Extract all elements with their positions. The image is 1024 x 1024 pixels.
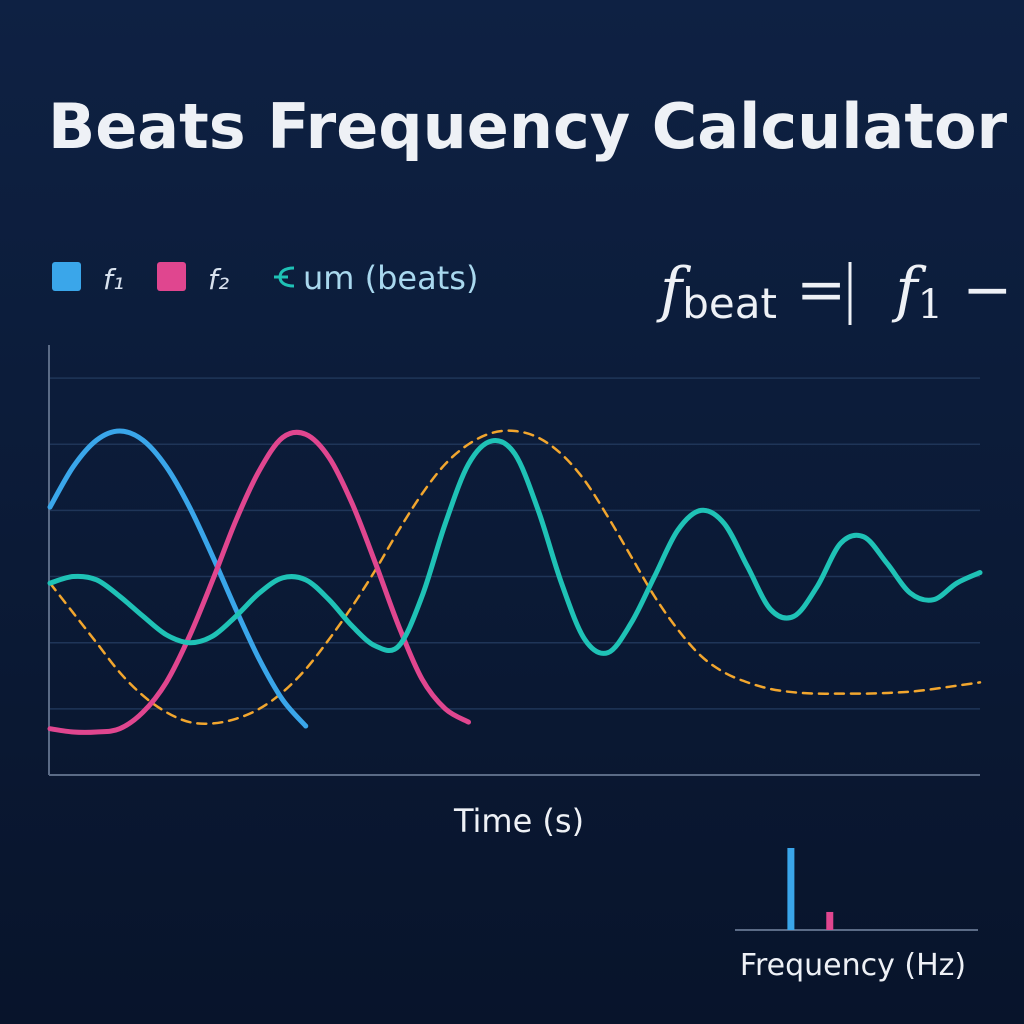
- legend-swatch: [157, 262, 186, 291]
- formula-part: 1: [918, 282, 943, 328]
- legend-label: f₂: [208, 263, 229, 296]
- series-line: [47, 428, 309, 729]
- legend-label: f₁: [103, 263, 124, 296]
- bar: [826, 911, 834, 930]
- legend-swatch: [52, 262, 81, 291]
- series-line: [47, 438, 983, 656]
- x-axis-label: Time (s): [453, 802, 584, 840]
- legend-swatch: [274, 266, 295, 288]
- legend: f₁ f₂ um (beats): [52, 259, 478, 297]
- formula: fbeat = f1 − f2: [656, 255, 1024, 328]
- series-line: [47, 429, 471, 735]
- x-axis-label: Frequency (Hz): [740, 948, 966, 983]
- chart-title: Beats Frequency Calculator: [48, 90, 1008, 163]
- envelope-line: [48, 429, 982, 725]
- formula-part: beat: [682, 279, 777, 328]
- legend-label: um (beats): [303, 259, 478, 297]
- bar: [787, 848, 795, 930]
- formula-part: −: [943, 255, 1024, 325]
- formula-part: =: [777, 255, 865, 325]
